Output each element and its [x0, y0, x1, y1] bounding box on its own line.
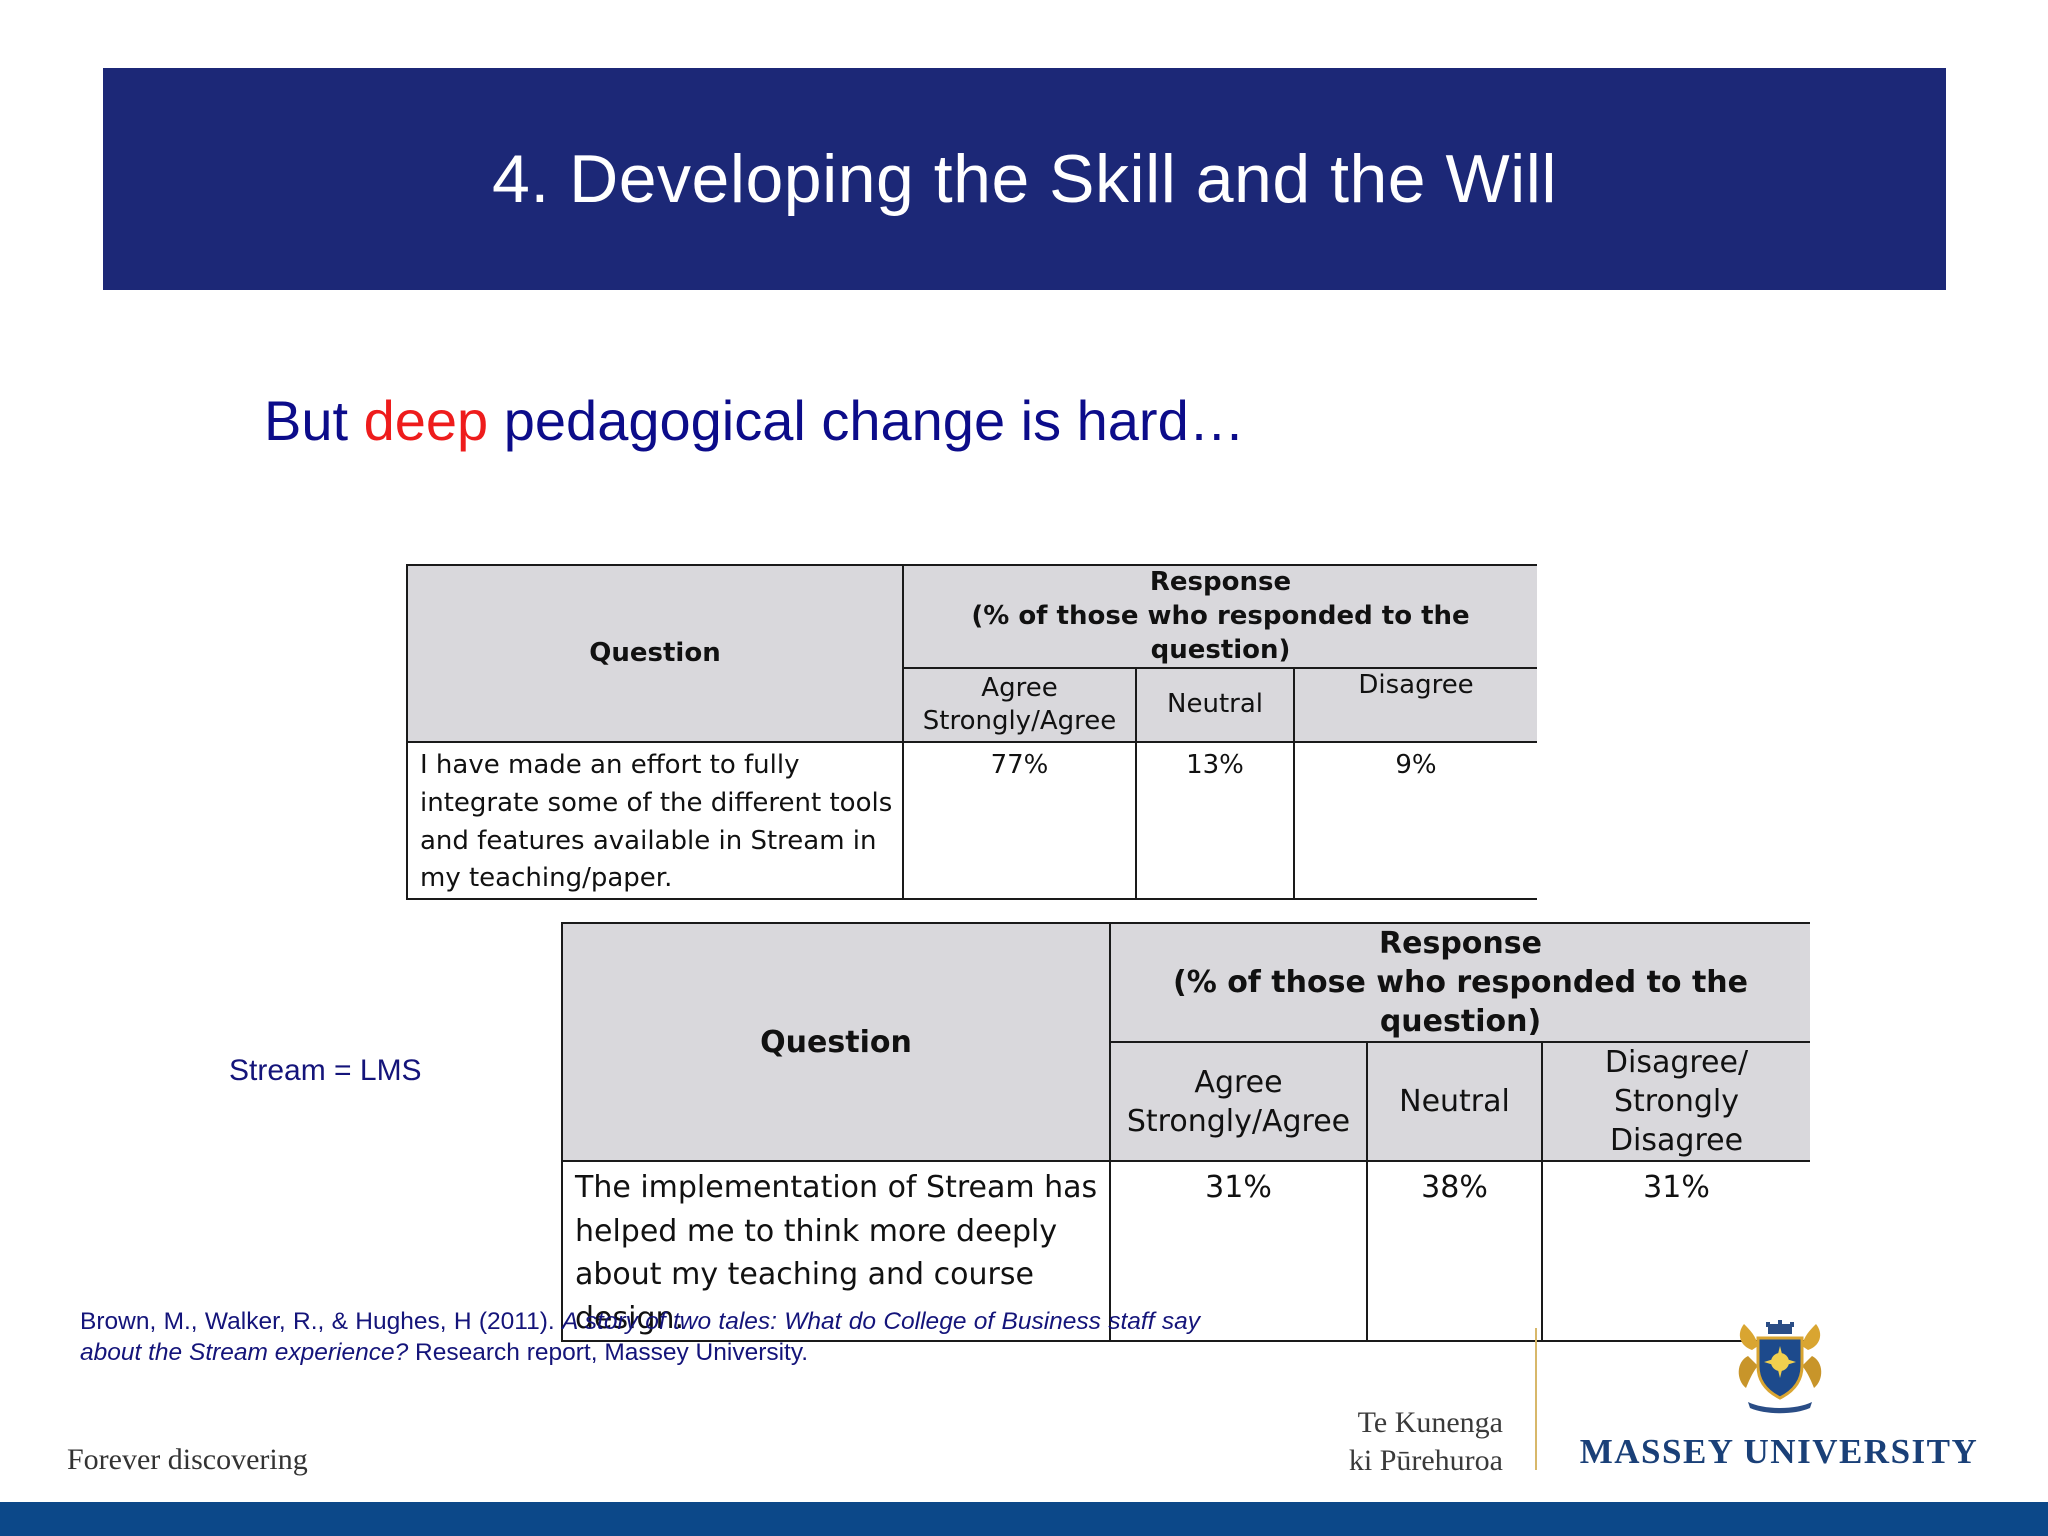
response-header-title: Response: [1379, 926, 1542, 961]
question-header: Question: [561, 922, 1111, 1162]
value-cell-agree: 77%: [902, 741, 1137, 901]
response-header: Response (% of those who responded to th…: [1109, 922, 1810, 1043]
survey-table-integration: Question Response (% of those who respon…: [406, 563, 1538, 901]
citation-publisher: Research report, Massey University.: [408, 1339, 809, 1366]
citation: Brown, M., Walker, R., & Hughes, H (2011…: [80, 1306, 1200, 1368]
column-header-disagree: Disagree/ Strongly Disagree: [1541, 1041, 1810, 1162]
question-cell: I have made an effort to fully integrate…: [406, 741, 904, 901]
maori-name: Te Kunenga ki Pūrehuroa: [1300, 1404, 1503, 1480]
slide-title: 4. Developing the Skill and the Will: [492, 141, 1557, 217]
maori-name-line-2: ki Pūrehuroa: [1348, 1444, 1503, 1477]
column-header-agree: Agree Strongly/Agree: [1109, 1041, 1368, 1162]
response-header-title: Response: [1149, 567, 1292, 597]
university-name: MASSEY UNIVERSITY: [1579, 1432, 1979, 1471]
subtitle-after: pedagogical change is hard…: [488, 389, 1245, 452]
tagline: Forever discovering: [67, 1443, 308, 1476]
response-header: Response (% of those who responded to th…: [901, 563, 1538, 670]
response-header-subtitle: (% of those who responded to the questio…: [1172, 965, 1749, 1039]
column-header-neutral: Neutral: [1366, 1041, 1543, 1162]
question-header: Question: [406, 563, 904, 744]
footer-bar: [0, 1502, 2048, 1536]
citation-authors: Brown, M., Walker, R., & Hughes, H (2011…: [80, 1308, 563, 1335]
survey-table-deep-thinking: Question Response (% of those who respon…: [561, 922, 1810, 1342]
massey-crest-icon: [1738, 1320, 1822, 1414]
subtitle-accent-word: deep: [363, 389, 489, 452]
value-cell-disagree: 9%: [1292, 741, 1538, 901]
table-row: I have made an effort to fully integrate…: [406, 741, 1538, 901]
value-cell-agree: 31%: [1109, 1160, 1368, 1342]
logo-divider: [1535, 1328, 1537, 1470]
value-cell-neutral: 38%: [1366, 1160, 1543, 1342]
question-cell: The implementation of Stream has helped …: [561, 1160, 1111, 1342]
value-cell-disagree: 31%: [1541, 1160, 1810, 1342]
title-banner: 4. Developing the Skill and the Will: [103, 68, 1946, 290]
side-note: Stream = LMS: [229, 1054, 422, 1087]
column-header-agree: Agree Strongly/Agree: [902, 667, 1137, 744]
response-header-subtitle: (% of those who responded to the questio…: [971, 600, 1470, 665]
column-header-neutral: Neutral: [1135, 667, 1295, 744]
citation-title: A story of two tales: What do College of…: [80, 1308, 1200, 1366]
column-header-disagree: Disagree: [1292, 667, 1538, 744]
slide-subtitle: But deep pedagogical change is hard…: [264, 388, 1245, 453]
table-row: The implementation of Stream has helped …: [561, 1160, 1810, 1342]
value-cell-neutral: 13%: [1135, 741, 1295, 901]
subtitle-before: But: [264, 389, 364, 452]
maori-name-line-1: Te Kunenga: [1357, 1406, 1503, 1439]
